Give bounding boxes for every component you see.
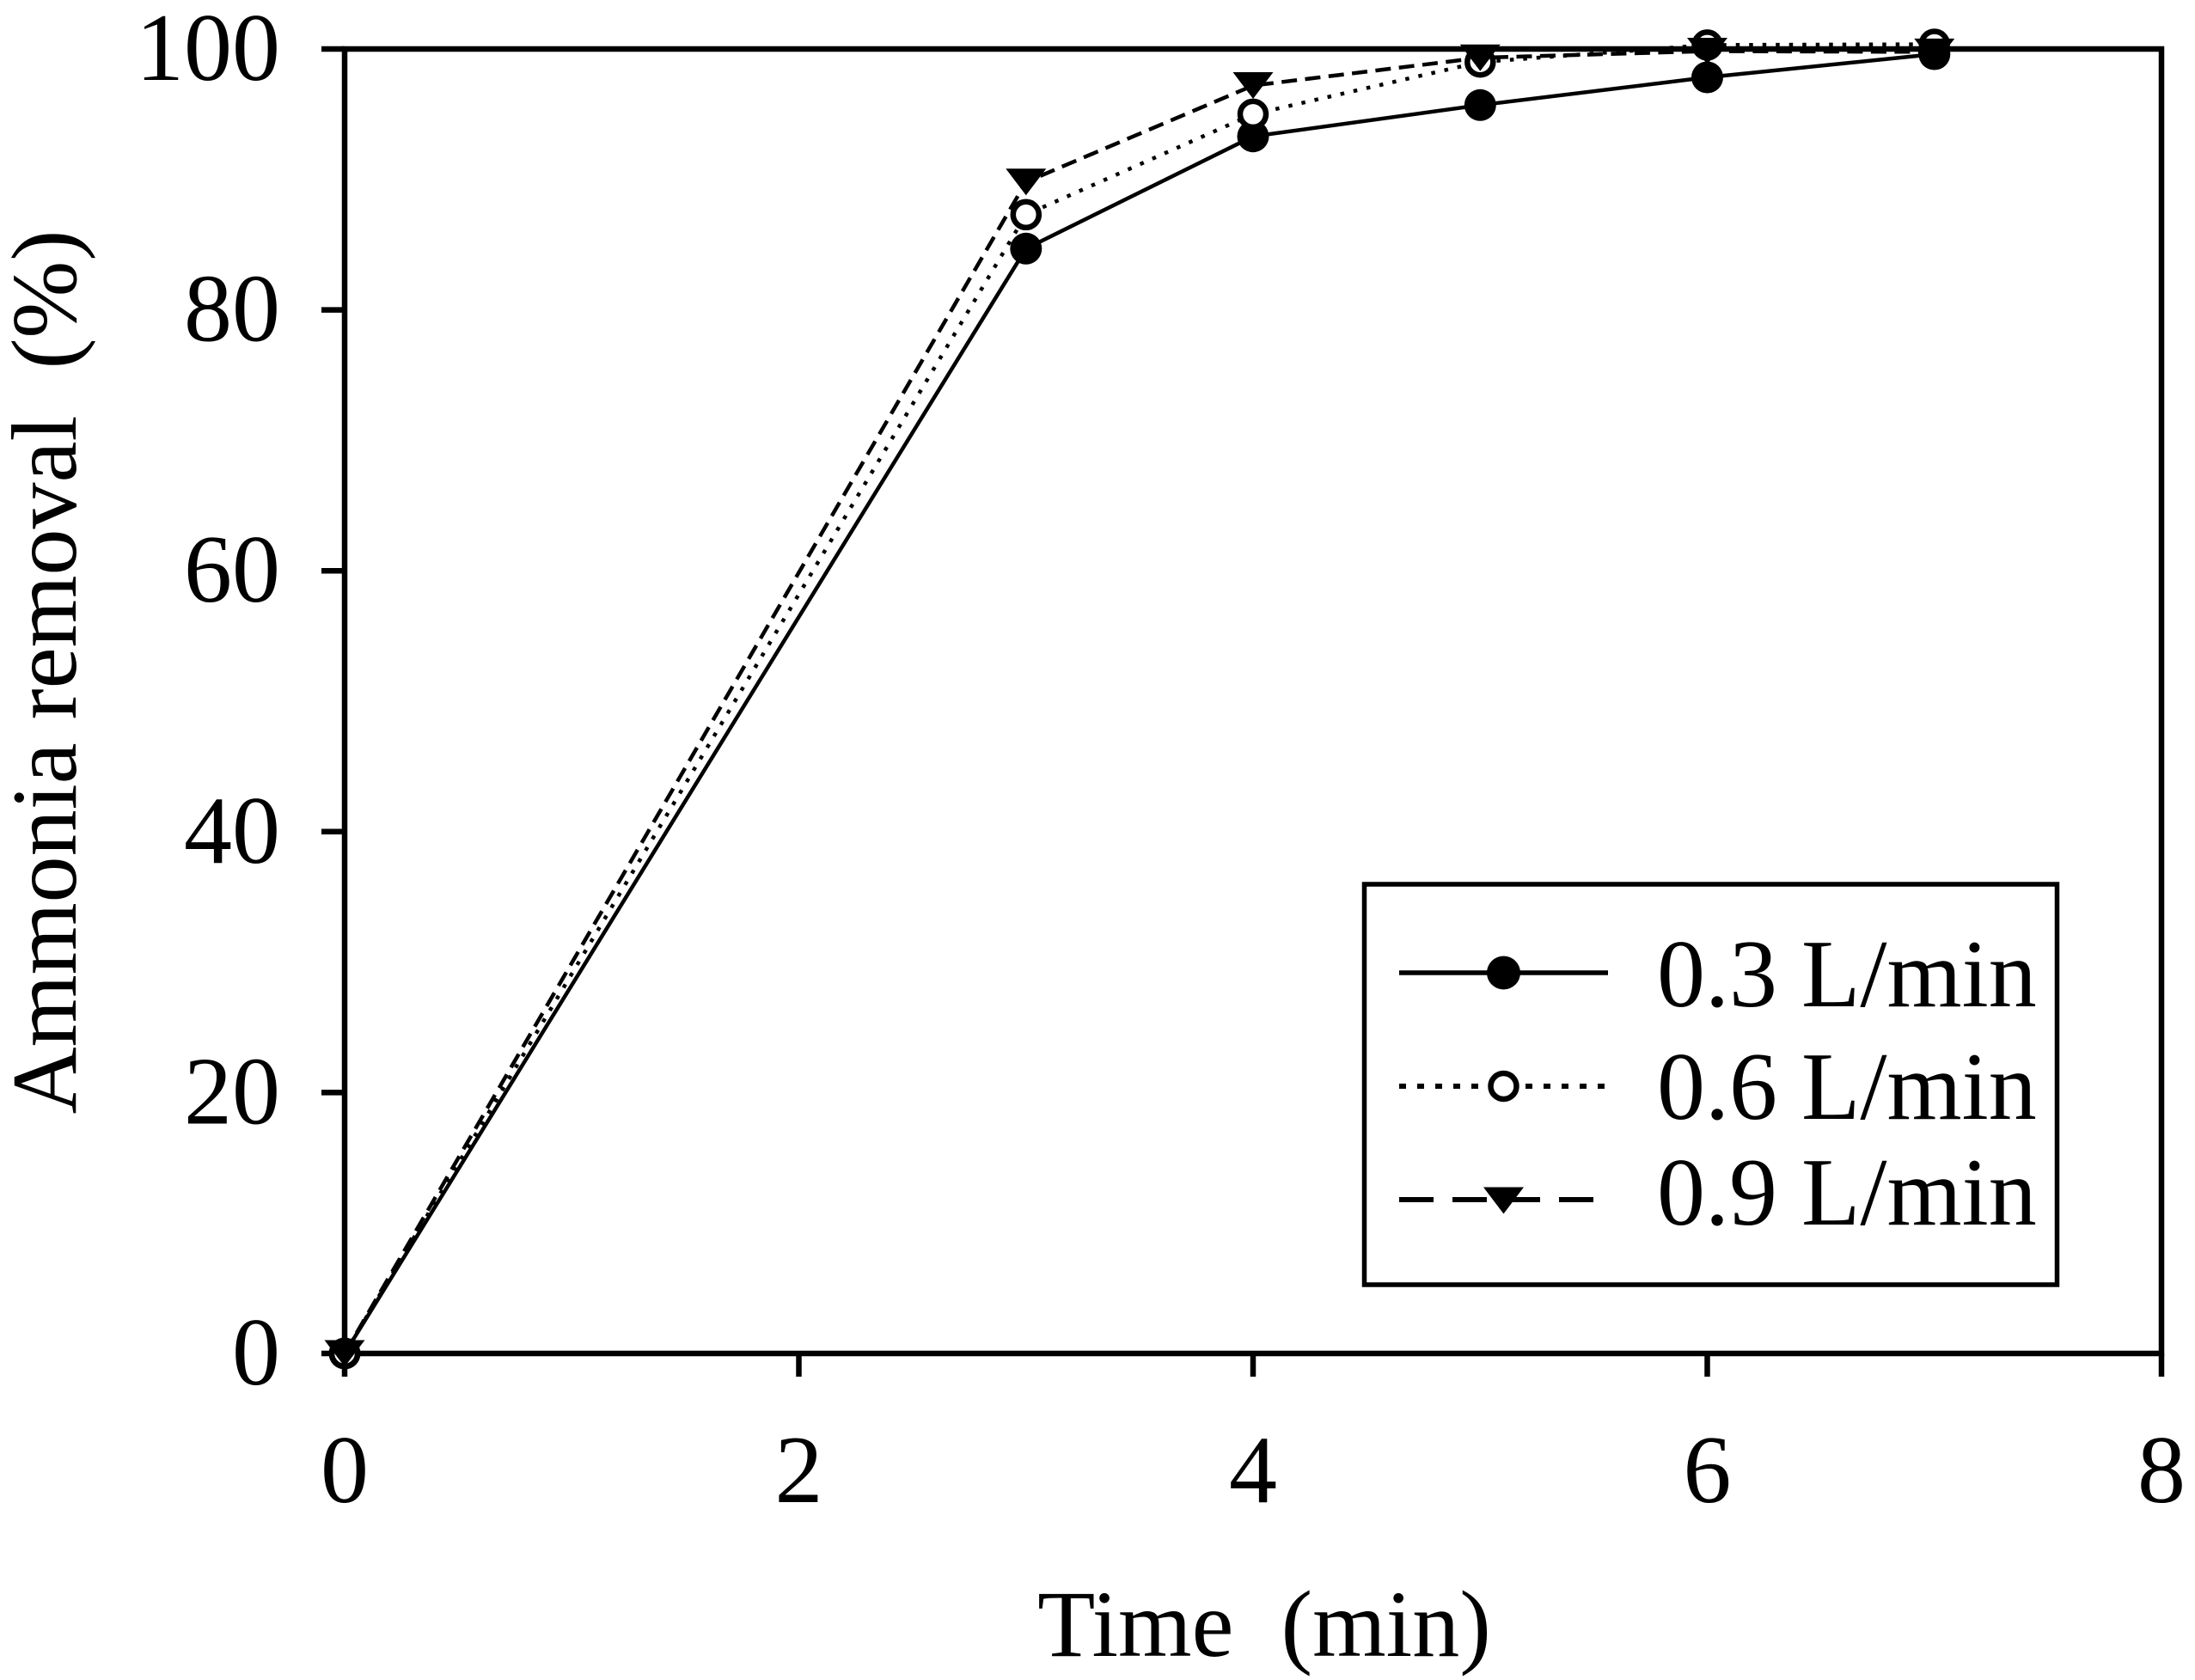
svg-text:0: 0 bbox=[321, 1417, 369, 1524]
svg-text:2: 2 bbox=[775, 1417, 823, 1524]
svg-text:60: 60 bbox=[184, 516, 280, 623]
svg-text:0.9 L/min: 0.9 L/min bbox=[1657, 1139, 2037, 1246]
svg-text:Ammonia removal (%): Ammonia removal (%) bbox=[0, 230, 96, 1115]
svg-text:0: 0 bbox=[232, 1299, 280, 1406]
svg-text:0.6 L/min: 0.6 L/min bbox=[1657, 1034, 2037, 1140]
svg-text:4: 4 bbox=[1229, 1417, 1277, 1524]
svg-text:8: 8 bbox=[2137, 1417, 2186, 1524]
svg-text:0.3 L/min: 0.3 L/min bbox=[1657, 921, 2037, 1028]
svg-text:100: 100 bbox=[136, 0, 280, 101]
svg-text:20: 20 bbox=[184, 1038, 280, 1145]
svg-text:40: 40 bbox=[184, 778, 280, 884]
svg-text:Time (min): Time (min) bbox=[1037, 1572, 1491, 1677]
svg-text:6: 6 bbox=[1684, 1417, 1732, 1524]
svg-text:80: 80 bbox=[184, 256, 280, 363]
